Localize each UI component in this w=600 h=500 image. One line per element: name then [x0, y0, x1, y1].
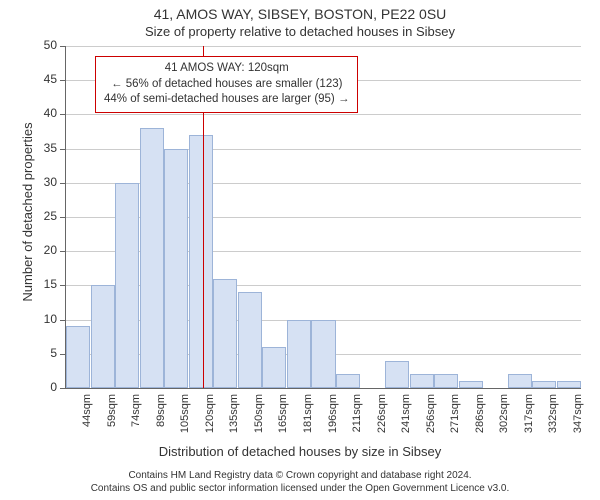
- histogram-bar: [532, 381, 556, 388]
- y-tick-label: 20: [31, 243, 57, 257]
- y-tick-label: 45: [31, 72, 57, 86]
- histogram-bar: [213, 279, 237, 388]
- x-tick-label: 165sqm: [277, 394, 289, 444]
- x-tick-label: 120sqm: [204, 394, 216, 444]
- x-tick-label: 74sqm: [130, 394, 142, 444]
- histogram-bar: [140, 128, 164, 388]
- x-tick-label: 135sqm: [228, 394, 240, 444]
- y-tick-label: 0: [31, 380, 57, 394]
- annotation-line: ← 56% of detached houses are smaller (12…: [104, 77, 349, 93]
- x-tick-label: 332sqm: [547, 394, 559, 444]
- chart-title-sub: Size of property relative to detached ho…: [0, 24, 600, 39]
- x-tick-label: 302sqm: [498, 394, 510, 444]
- y-tick: [60, 183, 66, 184]
- x-tick-label: 211sqm: [351, 394, 363, 444]
- y-tick: [60, 217, 66, 218]
- y-tick-label: 5: [31, 346, 57, 360]
- y-tick-label: 30: [31, 175, 57, 189]
- y-tick: [60, 285, 66, 286]
- histogram-bar: [91, 285, 115, 388]
- histogram-bar: [311, 320, 335, 388]
- x-tick-label: 196sqm: [327, 394, 339, 444]
- y-tick-label: 25: [31, 209, 57, 223]
- gridline: [66, 46, 581, 47]
- histogram-bar: [557, 381, 581, 388]
- y-tick: [60, 251, 66, 252]
- x-axis-label: Distribution of detached houses by size …: [0, 444, 600, 459]
- y-tick-label: 40: [31, 106, 57, 120]
- histogram-bar: [66, 326, 90, 388]
- histogram-bar: [115, 183, 139, 388]
- y-tick: [60, 46, 66, 47]
- x-tick-label: 44sqm: [81, 394, 93, 444]
- x-tick-label: 59sqm: [106, 394, 118, 444]
- histogram-bar: [434, 374, 458, 388]
- histogram-bar: [508, 374, 532, 388]
- y-tick-label: 35: [31, 141, 57, 155]
- y-tick: [60, 80, 66, 81]
- histogram-bar: [262, 347, 286, 388]
- x-tick-label: 105sqm: [179, 394, 191, 444]
- chart-title-main: 41, AMOS WAY, SIBSEY, BOSTON, PE22 0SU: [0, 6, 600, 22]
- chart-container: 41, AMOS WAY, SIBSEY, BOSTON, PE22 0SU S…: [0, 0, 600, 500]
- annotation-box: 41 AMOS WAY: 120sqm← 56% of detached hou…: [95, 56, 358, 113]
- histogram-bar: [410, 374, 434, 388]
- x-tick-label: 89sqm: [155, 394, 167, 444]
- y-tick: [60, 114, 66, 115]
- annotation-line: 41 AMOS WAY: 120sqm: [104, 61, 349, 77]
- gridline: [66, 114, 581, 115]
- annotation-line: 44% of semi-detached houses are larger (…: [104, 92, 349, 108]
- x-tick-label: 256sqm: [425, 394, 437, 444]
- y-tick: [60, 388, 66, 389]
- x-tick-label: 181sqm: [302, 394, 314, 444]
- histogram-bar: [287, 320, 311, 388]
- histogram-bar: [385, 361, 409, 388]
- y-tick: [60, 149, 66, 150]
- y-tick-label: 50: [31, 38, 57, 52]
- footer-line-2: Contains OS and public sector informatio…: [0, 483, 600, 494]
- x-tick-label: 226sqm: [376, 394, 388, 444]
- y-tick: [60, 354, 66, 355]
- x-tick-label: 317sqm: [523, 394, 535, 444]
- y-tick-label: 10: [31, 312, 57, 326]
- histogram-bar: [164, 149, 188, 388]
- x-tick-label: 241sqm: [400, 394, 412, 444]
- x-tick-label: 150sqm: [253, 394, 265, 444]
- histogram-bar: [189, 135, 213, 388]
- histogram-bar: [336, 374, 360, 388]
- histogram-bar: [459, 381, 483, 388]
- x-tick-label: 286sqm: [474, 394, 486, 444]
- histogram-bar: [238, 292, 262, 388]
- footer-line-1: Contains HM Land Registry data © Crown c…: [0, 470, 600, 481]
- x-tick-label: 271sqm: [449, 394, 461, 444]
- y-tick-label: 15: [31, 277, 57, 291]
- x-tick-label: 347sqm: [572, 394, 584, 444]
- y-tick: [60, 320, 66, 321]
